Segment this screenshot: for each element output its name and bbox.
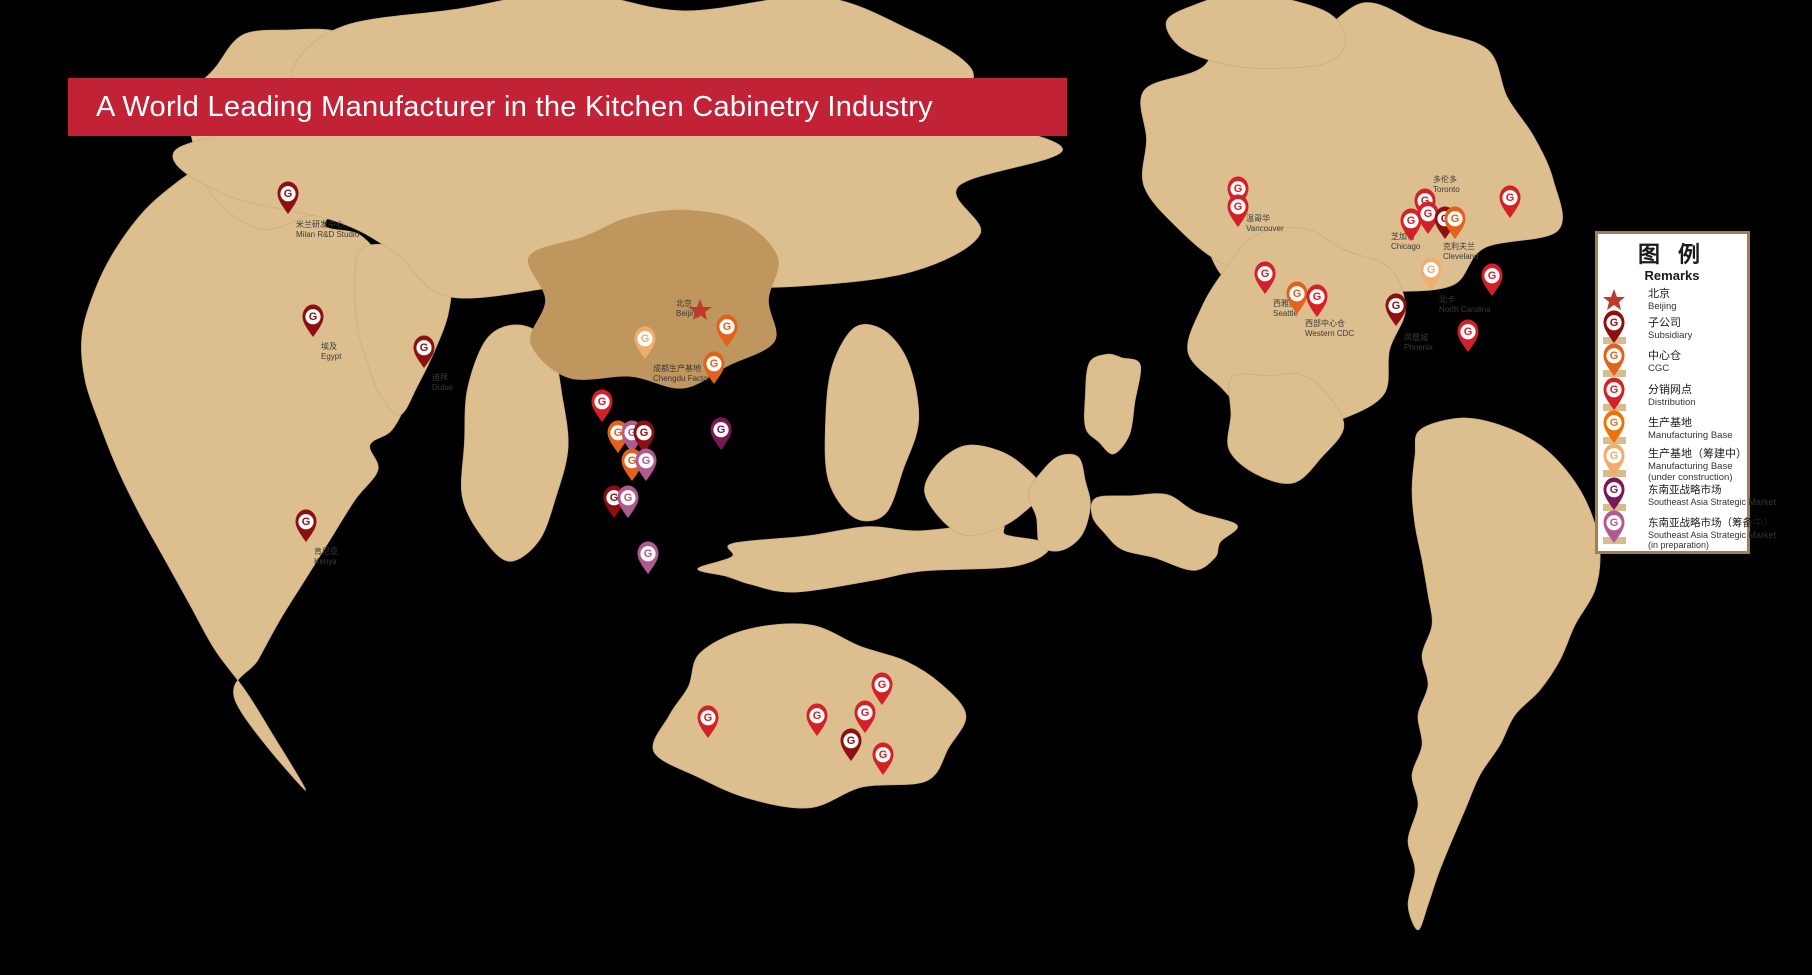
svg-text:米兰研发中心: 米兰研发中心: [296, 219, 344, 229]
svg-text:Milan R&D Studio: Milan R&D Studio: [296, 230, 360, 239]
svg-text:凤凰城: 凤凰城: [1404, 333, 1428, 342]
svg-text:克利夫兰: 克利夫兰: [1443, 241, 1475, 251]
svg-text:北卡: 北卡: [1439, 294, 1455, 304]
svg-text:Vancouver: Vancouver: [1246, 224, 1284, 233]
svg-text:成都生产基地: 成都生产基地: [653, 363, 701, 373]
svg-text:温哥华: 温哥华: [1246, 213, 1270, 223]
svg-text:西部中心仓: 西部中心仓: [1305, 318, 1345, 328]
svg-text:Toronto: Toronto: [1433, 185, 1460, 194]
svg-text:Chengdu Factory: Chengdu Factory: [653, 374, 714, 383]
svg-text:Egypt: Egypt: [321, 352, 342, 361]
svg-text:埃及: 埃及: [321, 341, 337, 351]
svg-text:Cleveland: Cleveland: [1443, 252, 1479, 261]
svg-text:迪拜: 迪拜: [432, 372, 448, 382]
svg-text:Phoenix: Phoenix: [1404, 343, 1433, 352]
svg-text:Chicago: Chicago: [1391, 242, 1421, 251]
svg-text:肯尼亚: 肯尼亚: [314, 546, 338, 556]
svg-text:North Carolina: North Carolina: [1439, 305, 1491, 314]
svg-text:Dubai: Dubai: [432, 383, 453, 392]
svg-text:北京: 北京: [676, 298, 692, 308]
svg-text:Western CDC: Western CDC: [1305, 329, 1354, 338]
svg-text:多伦多: 多伦多: [1433, 174, 1457, 184]
svg-text:Kenya: Kenya: [314, 557, 337, 566]
